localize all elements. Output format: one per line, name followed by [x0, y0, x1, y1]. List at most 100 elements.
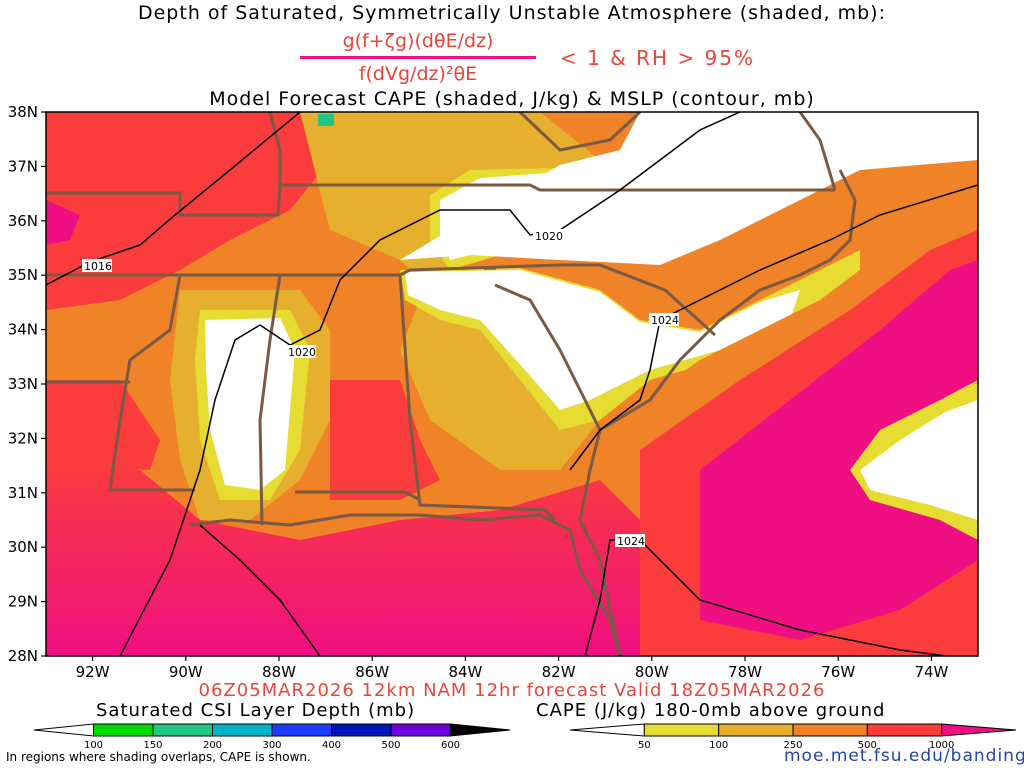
lat-tick-label: 30N	[8, 538, 38, 556]
colorbar-label: 150	[143, 740, 162, 751]
colorbar-label: 500	[381, 740, 400, 751]
colorbar-segment	[271, 723, 332, 737]
coastline-carolinas	[599, 169, 857, 432]
colorbar-label: 1000	[929, 740, 954, 751]
colorbar-segment	[643, 723, 720, 737]
isobar-1024-north	[569, 184, 978, 471]
csi-colorbar-title: Saturated CSI Layer Depth (mb)	[96, 700, 416, 721]
cape-colorbar: 50 100 250 500 1000	[569, 723, 1017, 751]
lat-tick-label: 34N	[8, 321, 38, 339]
colorbar-segment	[718, 723, 794, 737]
colorbar-label: 400	[322, 740, 341, 751]
colorbar-segment	[792, 723, 868, 737]
lon-tick-label: 88W	[262, 663, 296, 681]
isobars	[46, 112, 978, 656]
isobar-label-bg	[615, 534, 645, 547]
no-cape-atlantic	[860, 400, 978, 520]
isobar-1020-south	[199, 524, 321, 656]
border-al-ga	[398, 274, 557, 522]
csi-colorbar: 100 150 200 300 400 500 600	[33, 723, 511, 751]
colorbar-low-arrow	[33, 723, 94, 737]
isobar-label: 1020	[288, 346, 316, 359]
lat-tick-label: 33N	[8, 375, 38, 393]
coastline-gulf	[189, 513, 622, 656]
isobar-label-bg	[286, 345, 316, 358]
lat-tick-label: 29N	[8, 593, 38, 611]
cape-1000-gulf	[46, 460, 640, 656]
colorbar-segment	[93, 723, 154, 737]
isobar-labels: 1016 1020 1020 1024 1024	[82, 229, 679, 548]
lon-tick-label: 74W	[914, 663, 948, 681]
source-url[interactable]: moe.met.fsu.edu/banding	[784, 746, 1024, 766]
colorbar-label: 500	[858, 740, 877, 751]
isobar-label-bg	[533, 229, 563, 242]
fraction-numerator: g(f+ζg)(dθE/dz)	[342, 30, 494, 52]
no-cape-sc	[405, 270, 800, 410]
colorbar-label: 100	[84, 740, 103, 751]
cape-colorbar-title: CAPE (J/kg) 180-0mb above ground	[536, 700, 886, 721]
colorbar-label: 50	[638, 740, 651, 751]
overlap-note: In regions where shading overlaps, CAPE …	[6, 750, 311, 764]
isobar-label: 1016	[84, 260, 112, 273]
border-ms-river	[108, 274, 195, 492]
colorbar-high-arrow	[941, 723, 1017, 737]
coastline-chesapeake	[798, 112, 837, 191]
border-il-ky	[268, 112, 282, 185]
lon-tick-label: 92W	[76, 663, 110, 681]
cape-500-nw	[46, 112, 330, 310]
border-fl-al	[295, 490, 421, 502]
run-info: 06Z05MAR2026 12km NAM 12hr forecast Vali…	[198, 680, 826, 701]
csi-criterion-fraction: g(f+ζg)(dθE/dz) f(dVg/dz)²θE	[300, 28, 536, 86]
cape-1000-nw	[46, 200, 80, 245]
colorbar-label: 600	[441, 740, 460, 751]
colorbar-label: 300	[262, 740, 281, 751]
longitude-axis: 92W 90W 88W 86W 84W 82W 80W 78W 76W 74W	[76, 656, 949, 681]
latitude-axis: 38N 37N 36N 35N 34N 33N 32N 31N 30N 29N 28N	[8, 103, 46, 665]
lon-tick-label: 76W	[821, 663, 855, 681]
lon-tick-label: 82W	[542, 663, 576, 681]
isobar-label: 1024	[651, 314, 679, 327]
isobar-label: 1024	[617, 535, 645, 548]
isobar-1024-south	[584, 539, 953, 656]
lat-tick-label: 35N	[8, 266, 38, 284]
lon-tick-label: 84W	[448, 663, 482, 681]
lat-tick-label: 38N	[8, 103, 38, 121]
lat-tick-label: 36N	[8, 212, 38, 230]
cape-500-al	[330, 380, 440, 500]
isobar-label-bg	[82, 259, 112, 272]
colorbar-segment	[212, 723, 273, 737]
lon-tick-label: 86W	[355, 663, 389, 681]
fraction-bar	[300, 56, 536, 59]
colorbar-label: 100	[709, 740, 728, 751]
isobar-label-bg	[649, 313, 679, 326]
lat-tick-label: 28N	[8, 647, 38, 665]
csi-150-spot	[318, 114, 334, 126]
title-line-3: Model Forecast CAPE (shaded, J/kg) & MSL…	[209, 88, 815, 110]
fraction-denominator: f(dVg/dz)²θE	[358, 63, 478, 85]
colorbar-label: 200	[203, 740, 222, 751]
colorbar-high-arrow	[450, 723, 511, 737]
cape-1000-gulfstream	[700, 260, 978, 640]
lat-tick-label: 32N	[8, 429, 38, 447]
shading-layer	[46, 112, 978, 656]
lat-tick-label: 31N	[8, 484, 38, 502]
colorbar-segment	[152, 723, 213, 737]
lon-tick-label: 80W	[635, 663, 669, 681]
title-line-1: Depth of Saturated, Symmetrically Unstab…	[137, 2, 886, 24]
isobar-label: 1020	[535, 230, 563, 243]
csi-condition: < 1 & RH > 95%	[560, 46, 756, 70]
lon-tick-label: 90W	[169, 663, 203, 681]
lon-tick-label: 78W	[728, 663, 762, 681]
colorbar-segment	[866, 723, 943, 737]
colorbar-low-arrow	[569, 723, 645, 737]
colorbar-segment	[331, 723, 392, 737]
lat-tick-label: 37N	[8, 157, 38, 175]
border-mo-ar-ky-va	[46, 183, 835, 217]
colorbar-segment	[390, 723, 451, 737]
border-ms-al	[258, 274, 282, 526]
colorbar-label: 250	[783, 740, 802, 751]
isobar-1020	[119, 112, 741, 656]
cape-500-la	[46, 380, 160, 470]
border-ky-wv-va	[518, 112, 642, 152]
